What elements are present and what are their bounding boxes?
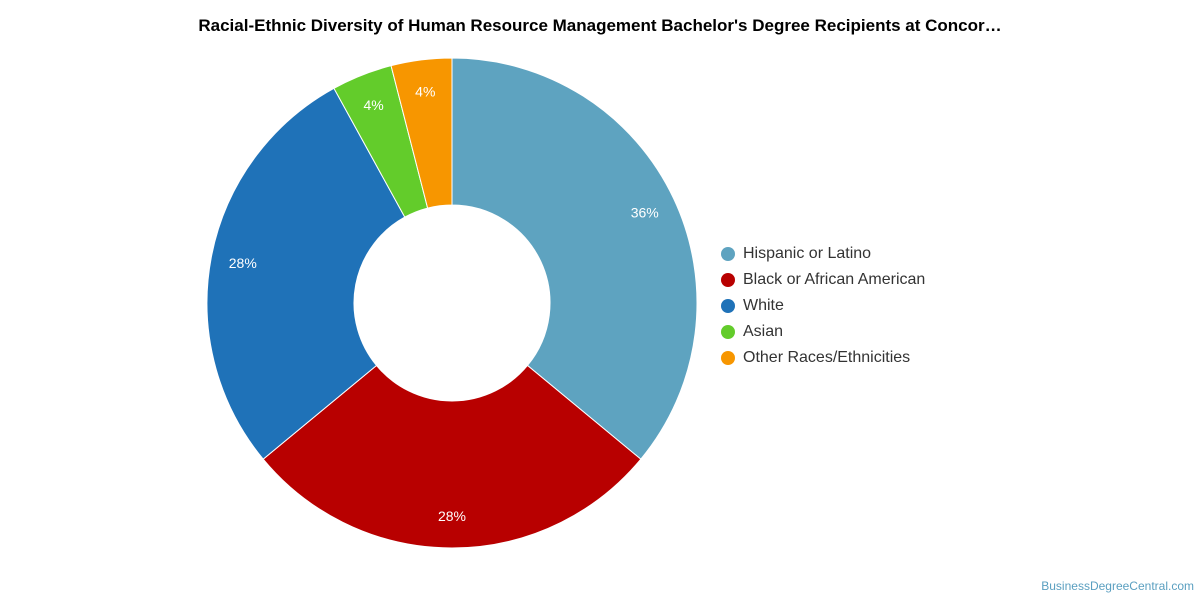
legend-swatch-icon [721,351,735,365]
legend-item[interactable]: White [721,293,925,319]
legend-item[interactable]: Other Races/Ethnicities [721,345,925,371]
legend-item[interactable]: Hispanic or Latino [721,241,925,267]
legend-item[interactable]: Asian [721,319,925,345]
legend-label: White [743,297,784,314]
source-credit-link[interactable]: BusinessDegreeCentral.com [1041,579,1194,593]
pie-slice-white[interactable] [206,87,406,460]
legend-item[interactable]: Black or African American [721,267,925,293]
data-label: 28% [229,255,257,271]
legend-label: Asian [743,323,784,340]
data-label: 4% [415,84,435,100]
legend-swatch-icon [721,247,735,261]
data-label: 4% [363,97,383,113]
legend-label: Hispanic or Latino [743,245,872,262]
legend-swatch-icon [721,325,735,339]
legend-label: Other Races/Ethnicities [743,349,911,366]
pie-slice-other-races-ethnicities[interactable] [390,57,453,209]
legend-swatch-icon [721,299,735,313]
legend-label: Black or African American [743,271,926,288]
pie-slice-hispanic-or-latino[interactable] [451,57,698,460]
chart-title: Racial-Ethnic Diversity of Human Resourc… [198,16,1002,35]
data-label: 36% [631,204,659,220]
pie-slice-black-or-african-american[interactable] [262,364,642,549]
chart-legend: Hispanic or Latino Black or African Ameri… [721,241,925,371]
data-label: 28% [438,508,466,524]
legend-swatch-icon [721,273,735,287]
